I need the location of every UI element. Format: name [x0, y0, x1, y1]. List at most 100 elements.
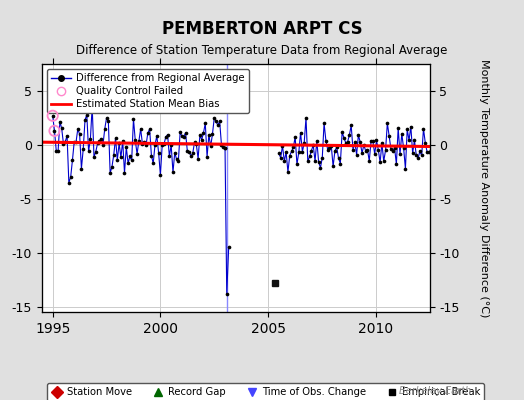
Point — [67, 174, 75, 180]
Point — [138, 141, 147, 147]
Point — [419, 126, 428, 132]
Point — [102, 115, 111, 121]
Text: PEMBERTON ARPT CS: PEMBERTON ARPT CS — [162, 20, 362, 38]
Point — [199, 130, 208, 136]
Point — [169, 169, 177, 175]
Point — [333, 144, 341, 150]
Point — [208, 131, 216, 137]
Point — [396, 151, 404, 157]
Y-axis label: Monthly Temperature Anomaly Difference (°C): Monthly Temperature Anomaly Difference (… — [479, 59, 489, 317]
Point — [147, 152, 156, 159]
Point — [278, 142, 287, 149]
Point — [88, 103, 96, 110]
Point — [390, 145, 399, 151]
Point — [428, 152, 436, 159]
Point — [387, 146, 395, 152]
Point — [152, 133, 161, 139]
Point — [77, 166, 85, 172]
Point — [399, 145, 408, 151]
Point — [302, 115, 310, 121]
Point — [362, 148, 370, 154]
Point — [314, 159, 323, 165]
Point — [101, 126, 109, 132]
Point — [381, 147, 390, 154]
Point — [277, 155, 285, 161]
Point — [275, 150, 283, 157]
Point — [121, 170, 129, 176]
Point — [303, 158, 312, 165]
Point — [70, 138, 79, 145]
Point — [331, 148, 339, 154]
Point — [95, 138, 104, 144]
Point — [59, 140, 68, 147]
Point — [334, 155, 343, 162]
Point — [221, 145, 229, 151]
Point — [155, 150, 163, 156]
Point — [392, 161, 400, 167]
Point — [54, 148, 62, 155]
Point — [195, 132, 204, 138]
Point — [167, 142, 176, 148]
Point — [108, 164, 116, 170]
Point — [178, 133, 186, 140]
Point — [342, 140, 350, 146]
Point — [203, 154, 211, 160]
Point — [201, 120, 210, 126]
Point — [142, 142, 150, 148]
Point — [398, 131, 406, 137]
Point — [414, 155, 422, 161]
Point — [146, 126, 154, 132]
Point — [385, 133, 394, 139]
Point — [359, 142, 368, 148]
Point — [127, 157, 136, 164]
Point — [74, 126, 82, 132]
Point — [376, 159, 384, 166]
Point — [187, 152, 195, 159]
Point — [372, 137, 380, 144]
Point — [198, 136, 206, 143]
Point — [293, 161, 301, 168]
Point — [363, 146, 372, 153]
Point — [83, 112, 91, 118]
Point — [383, 120, 391, 126]
Point — [322, 137, 330, 144]
Point — [136, 126, 145, 132]
Point — [52, 148, 60, 154]
Point — [416, 148, 424, 154]
Point — [329, 163, 337, 170]
Point — [223, 290, 231, 297]
Point — [286, 152, 294, 159]
Point — [133, 151, 141, 157]
Point — [110, 152, 118, 158]
Point — [115, 140, 123, 147]
Point — [126, 153, 134, 160]
Point — [425, 149, 433, 156]
Point — [394, 125, 402, 131]
Point — [369, 138, 377, 144]
Point — [49, 112, 57, 119]
Point — [144, 130, 152, 136]
Point — [129, 116, 138, 122]
Point — [347, 122, 355, 129]
Point — [181, 130, 190, 136]
Point — [161, 134, 170, 140]
Point — [410, 137, 419, 144]
Point — [401, 165, 410, 172]
Point — [370, 151, 379, 157]
Point — [217, 141, 226, 148]
Point — [354, 132, 363, 138]
Point — [189, 150, 197, 157]
Point — [212, 118, 220, 124]
Text: Difference of Station Temperature Data from Regional Average: Difference of Station Temperature Data f… — [77, 44, 447, 57]
Point — [84, 148, 93, 154]
Point — [283, 169, 292, 175]
Point — [174, 158, 182, 164]
Point — [49, 112, 57, 119]
Point — [282, 149, 290, 155]
Point — [215, 118, 224, 124]
Point — [374, 147, 383, 153]
Point — [194, 156, 202, 162]
Point — [379, 158, 388, 164]
Point — [338, 129, 346, 135]
Point — [358, 150, 366, 156]
